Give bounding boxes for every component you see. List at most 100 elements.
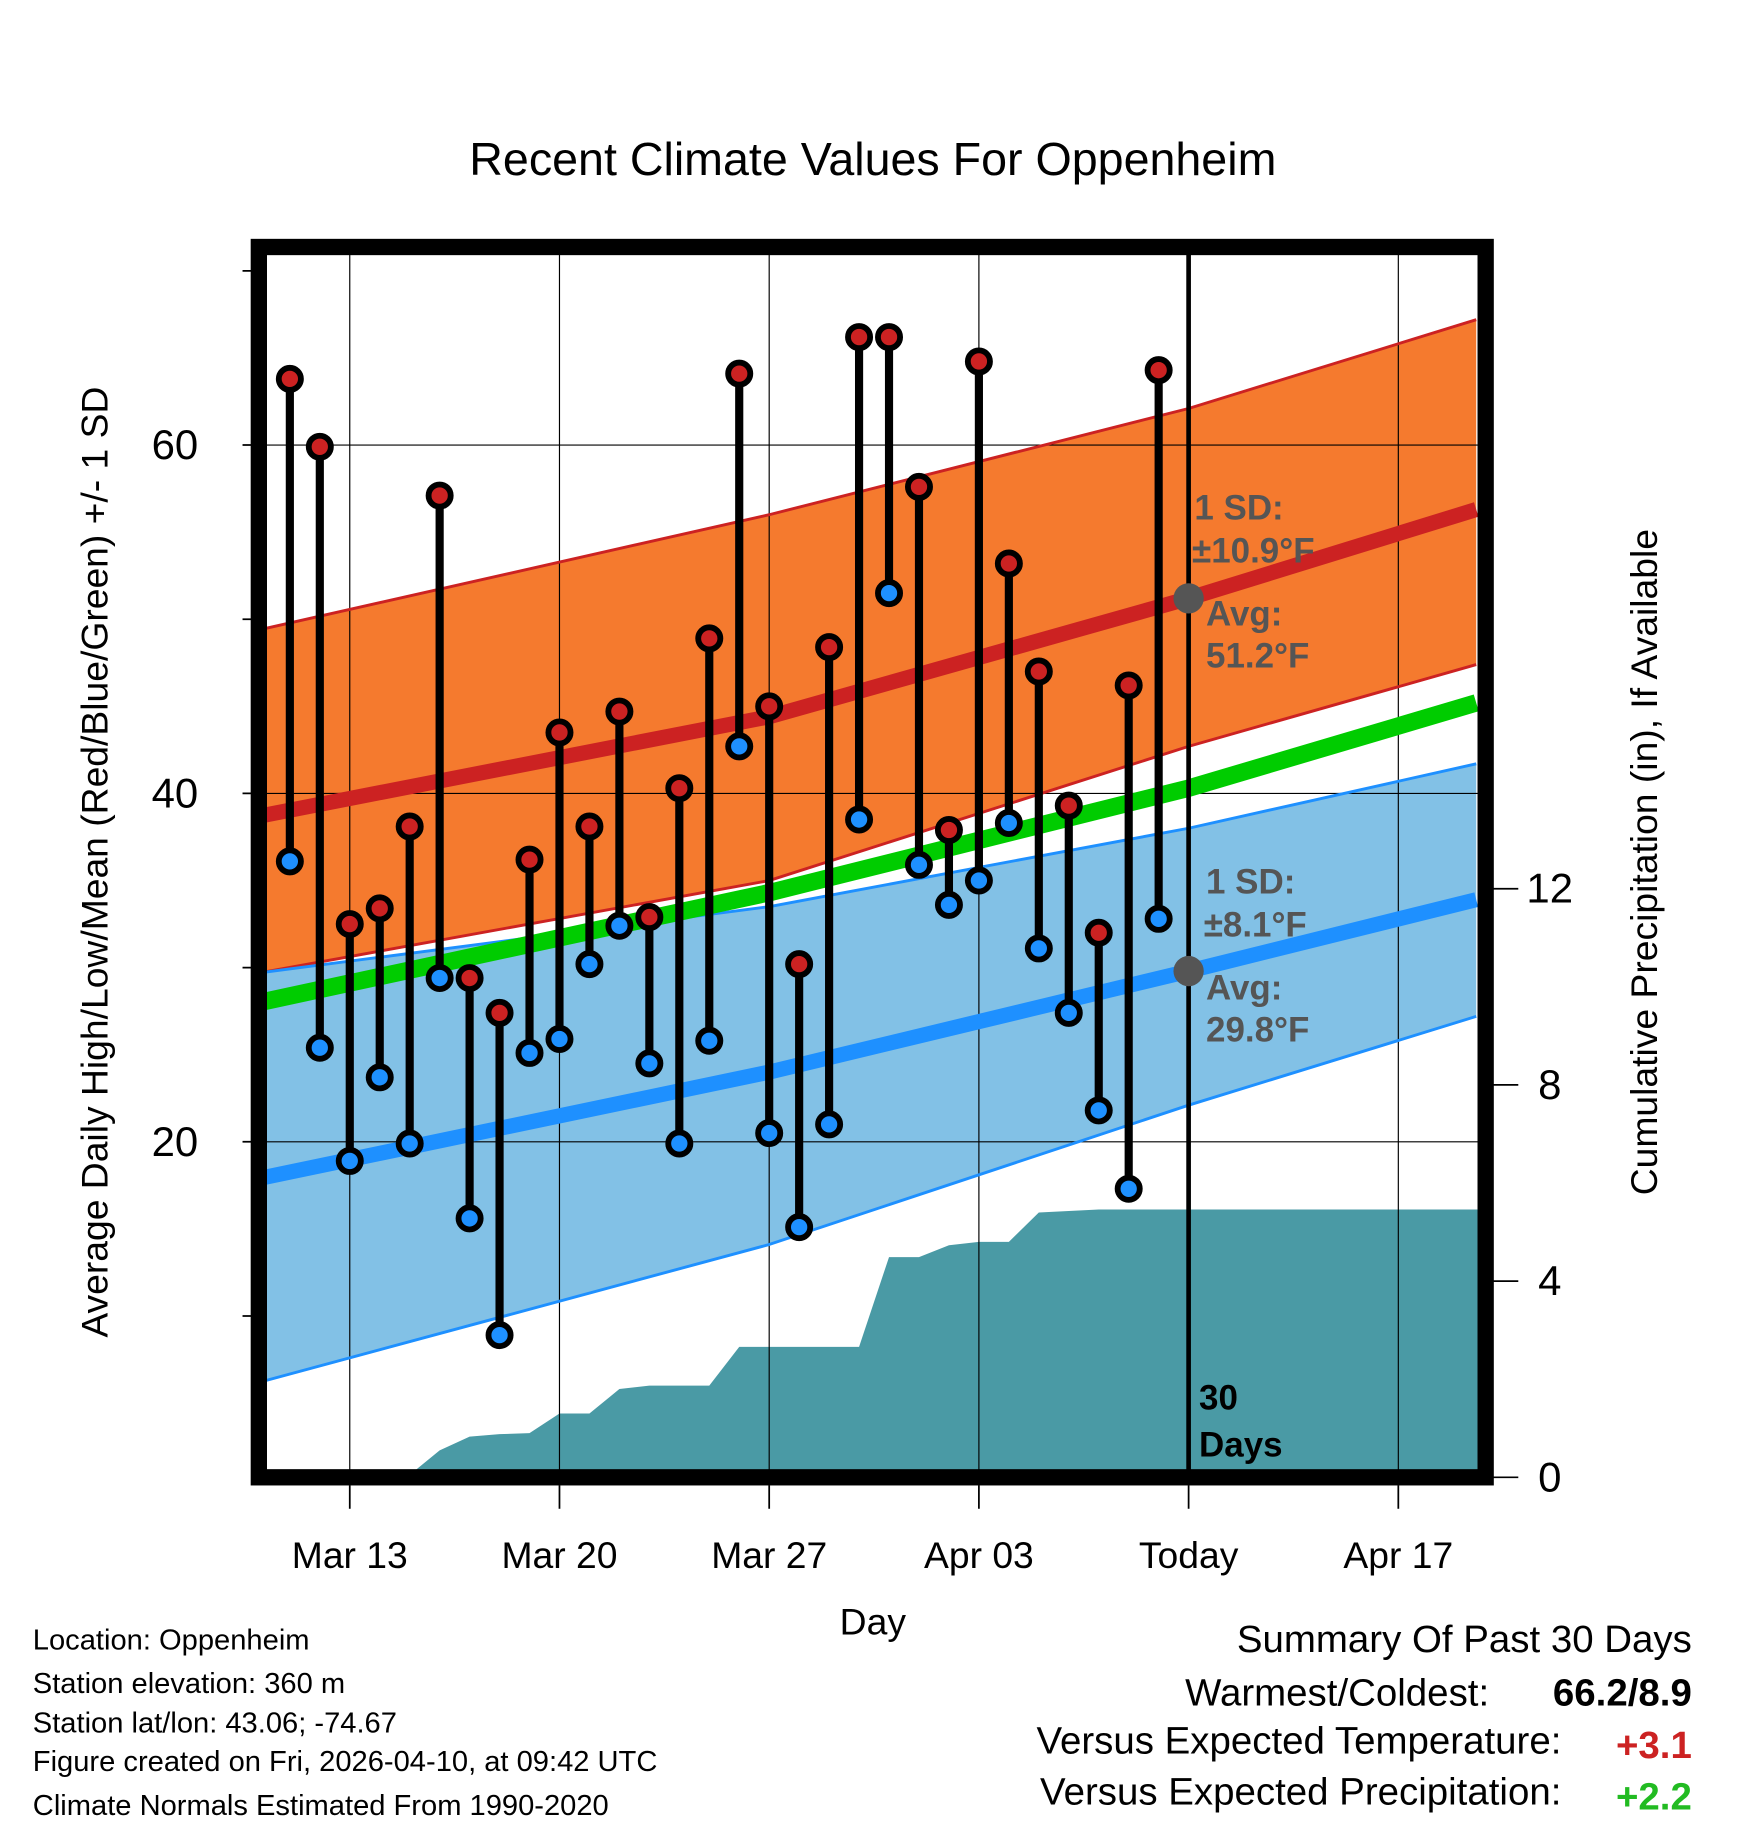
daily-high-point (845, 323, 874, 352)
high-avg-value: 51.2°F (1206, 637, 1309, 676)
daily-low-point (695, 1026, 724, 1055)
daily-low-point (755, 1119, 784, 1148)
daily-low-point (665, 1129, 694, 1158)
daily-high-point (515, 845, 544, 874)
today-low-avg-marker (1173, 955, 1204, 987)
daily-low-point (875, 579, 904, 608)
daily-high-point (1024, 657, 1053, 686)
warmest-value: 66.2/8.9 (1553, 1672, 1692, 1715)
precip-anomaly-value: +2.2 (1616, 1775, 1692, 1818)
temp-anomaly-label: Versus Expected Temperature: (1036, 1719, 1561, 1762)
daily-low-point (905, 850, 933, 879)
daily-high-point (1054, 791, 1083, 820)
latlon-text: Station lat/lon: 43.06; -74.67 (33, 1707, 397, 1739)
daily-low-point (964, 866, 993, 895)
daily-high-point (635, 903, 664, 932)
daily-high-point (934, 816, 963, 844)
low-sd-value: ±8.1°F (1204, 906, 1307, 945)
daily-high-point (815, 633, 844, 662)
y2-axis-label: Cumulative Precipitation (in), If Availa… (1623, 529, 1665, 1195)
daily-high-point (395, 812, 424, 841)
normals-text: Climate Normals Estimated From 1990-2020 (33, 1790, 609, 1822)
warmest-label: Warmest/Coldest: (1185, 1672, 1489, 1715)
y-tick-label: 60 (152, 421, 199, 468)
daily-low-point (785, 1213, 814, 1242)
high-sd-band (259, 319, 1477, 973)
daily-high-point (905, 472, 933, 501)
y2-tick-label: 12 (1526, 865, 1573, 912)
daily-low-point (1114, 1174, 1143, 1203)
daily-high-point (275, 364, 304, 393)
daily-low-point (395, 1129, 424, 1158)
elevation-text: Station elevation: 360 m (33, 1668, 345, 1700)
y2-tick-label: 8 (1538, 1061, 1561, 1108)
daily-high-point (485, 998, 514, 1027)
daily-high-point (305, 432, 334, 461)
daily-low-point (545, 1025, 574, 1053)
temp-anomaly-value: +3.1 (1616, 1724, 1692, 1767)
x-tick-label: Today (1139, 1534, 1239, 1576)
daily-low-point (575, 950, 604, 979)
daily-low-point (994, 809, 1023, 838)
daily-high-point (964, 347, 993, 376)
daily-high-point (725, 359, 754, 388)
daily-high-point (1144, 356, 1173, 385)
daily-low-point (605, 911, 634, 940)
low-avg-label: Avg: (1206, 969, 1282, 1008)
daily-low-point (1054, 998, 1083, 1027)
daily-low-point (635, 1049, 664, 1078)
low-lower-line (259, 1015, 1477, 1384)
daily-low-point (425, 964, 454, 993)
y-tick-label: 40 (152, 769, 199, 816)
daily-low-point (725, 732, 754, 761)
daily-low-point (485, 1321, 514, 1350)
daily-low-point (1024, 934, 1053, 963)
daily-high-point (455, 964, 484, 993)
chart-title: Recent Climate Values For Oppenheim (469, 133, 1276, 185)
daily-high-point (545, 718, 574, 747)
low-sd-label: 1 SD: (1206, 863, 1295, 902)
daily-high-point (994, 549, 1023, 578)
daily-low-point (305, 1033, 334, 1062)
y-tick-label: 20 (152, 1118, 199, 1165)
x-tick-label: Apr 17 (1343, 1534, 1453, 1576)
daily-high-point (665, 774, 694, 803)
daily-high-point (1084, 918, 1113, 947)
daily-low-point (455, 1204, 484, 1233)
daily-high-point (575, 812, 604, 841)
summary-panel: Summary Of Past 30 Days Warmest/Coldest:… (1036, 1618, 1691, 1818)
daily-low-point (335, 1146, 364, 1175)
low-avg-value: 29.8°F (1206, 1011, 1309, 1050)
high-avg-label: Avg: (1206, 595, 1282, 634)
daily-high-point (365, 894, 394, 923)
daily-high-point (785, 950, 814, 979)
normal-low-line (258, 892, 1479, 1186)
y2-tick-label: 4 (1538, 1257, 1561, 1304)
summary-title: Summary Of Past 30 Days (1237, 1618, 1692, 1661)
daily-high-point (605, 697, 634, 726)
today-high-avg-marker (1173, 583, 1204, 614)
daily-low-point (365, 1063, 394, 1092)
daily-low-point (815, 1110, 844, 1139)
daily-low-point (1084, 1096, 1113, 1125)
daily-high-point (755, 692, 784, 721)
days-count-label: 30 (1199, 1379, 1238, 1418)
x-tick-label: Mar 13 (292, 1534, 408, 1576)
x-tick-label: Apr 03 (924, 1534, 1034, 1576)
y2-tick-label: 0 (1538, 1453, 1561, 1500)
daily-low-point (934, 890, 963, 919)
high-sd-label: 1 SD: (1194, 489, 1283, 528)
created-text: Figure created on Fri, 2026-04-10, at 09… (33, 1746, 658, 1778)
daily-low-point (275, 847, 304, 876)
daily-high-point (1114, 671, 1143, 700)
daily-high-point (875, 323, 904, 352)
days-unit-label: Days (1199, 1425, 1283, 1464)
y-axis-label: Average Daily High/Low/Mean (Red/Blue/Gr… (73, 387, 115, 1338)
daily-high-point (425, 481, 454, 510)
x-axis-label: Day (840, 1601, 907, 1643)
station-info: Location: Oppenheim Station elevation: 3… (33, 1625, 658, 1822)
daily-low-point (1144, 904, 1173, 933)
location-text: Location: Oppenheim (33, 1625, 310, 1657)
daily-high-point (335, 910, 364, 939)
